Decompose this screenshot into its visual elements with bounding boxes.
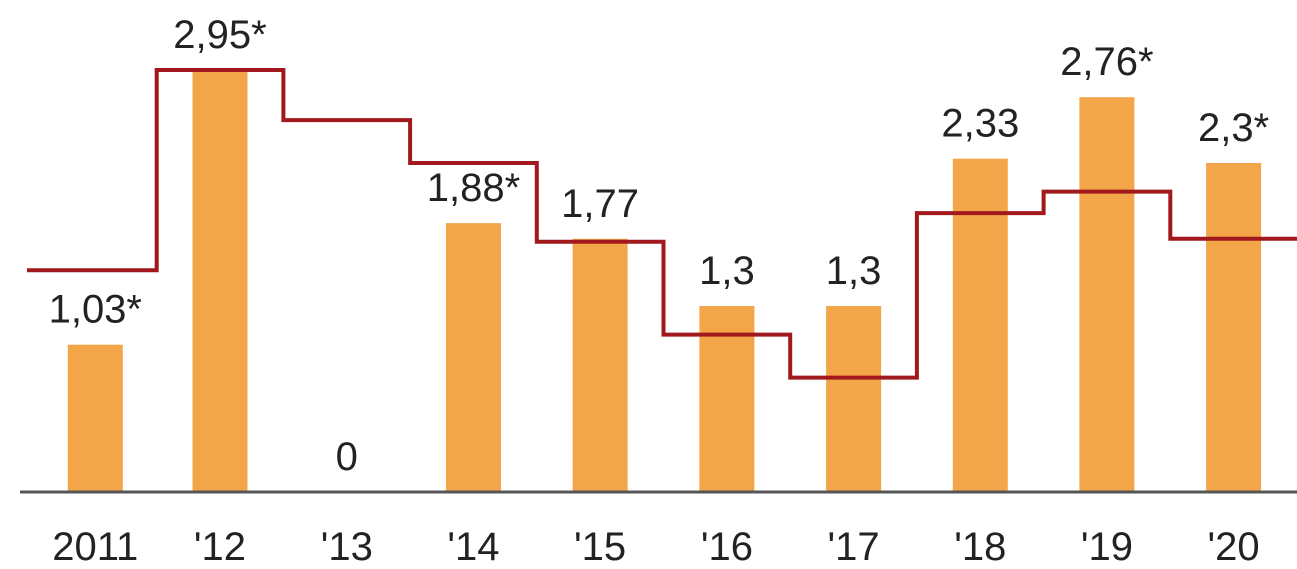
value-label-9: 2,3* — [1198, 106, 1269, 150]
bar-5 — [699, 306, 755, 492]
value-label-6: 1,3 — [826, 249, 882, 293]
value-label-5: 1,3 — [699, 249, 755, 293]
bar-3 — [446, 223, 501, 492]
value-label-4: 1,77 — [561, 182, 639, 226]
value-label-7: 2,33 — [941, 102, 1019, 146]
bar-0 — [67, 344, 123, 492]
x-tick-label-9: '20 — [1208, 525, 1260, 569]
value-label-8: 2,76* — [1060, 40, 1153, 84]
x-tick-label-8: '19 — [1081, 525, 1133, 569]
bar-9 — [1206, 163, 1262, 492]
bars — [67, 70, 1262, 492]
x-tick-label-7: '18 — [954, 525, 1006, 569]
x-tick-label-6: '17 — [828, 525, 880, 569]
x-tick-label-2: '13 — [321, 525, 373, 569]
x-tick-label-1: '12 — [194, 525, 246, 569]
value-label-0: 1,03* — [49, 288, 142, 332]
step-line — [27, 68, 1297, 380]
bar-8 — [1079, 97, 1135, 492]
x-tick-label-3: '14 — [447, 525, 499, 569]
x-tick-label-0: 2011 — [52, 525, 138, 569]
value-label-2: 0 — [336, 435, 358, 479]
value-labels: 1,03* 2,95* 0 1,88* 1,77 1,3 1,3 2,33 2,76* 2,3* — [49, 13, 1270, 479]
x-tick-labels: 2011 '12 '13 '14 '15 '16 '17 '18 '19 '20 — [52, 525, 1259, 569]
bar-7 — [952, 158, 1008, 492]
value-label-1: 2,95* — [173, 13, 266, 57]
step-line-path — [27, 68, 1297, 380]
bar-6 — [826, 306, 882, 492]
value-label-3: 1,88* — [427, 166, 520, 210]
x-tick-label-5: '16 — [701, 525, 753, 569]
bar-1 — [192, 70, 248, 492]
bar-4 — [572, 238, 628, 492]
x-tick-label-4: '15 — [574, 525, 626, 569]
